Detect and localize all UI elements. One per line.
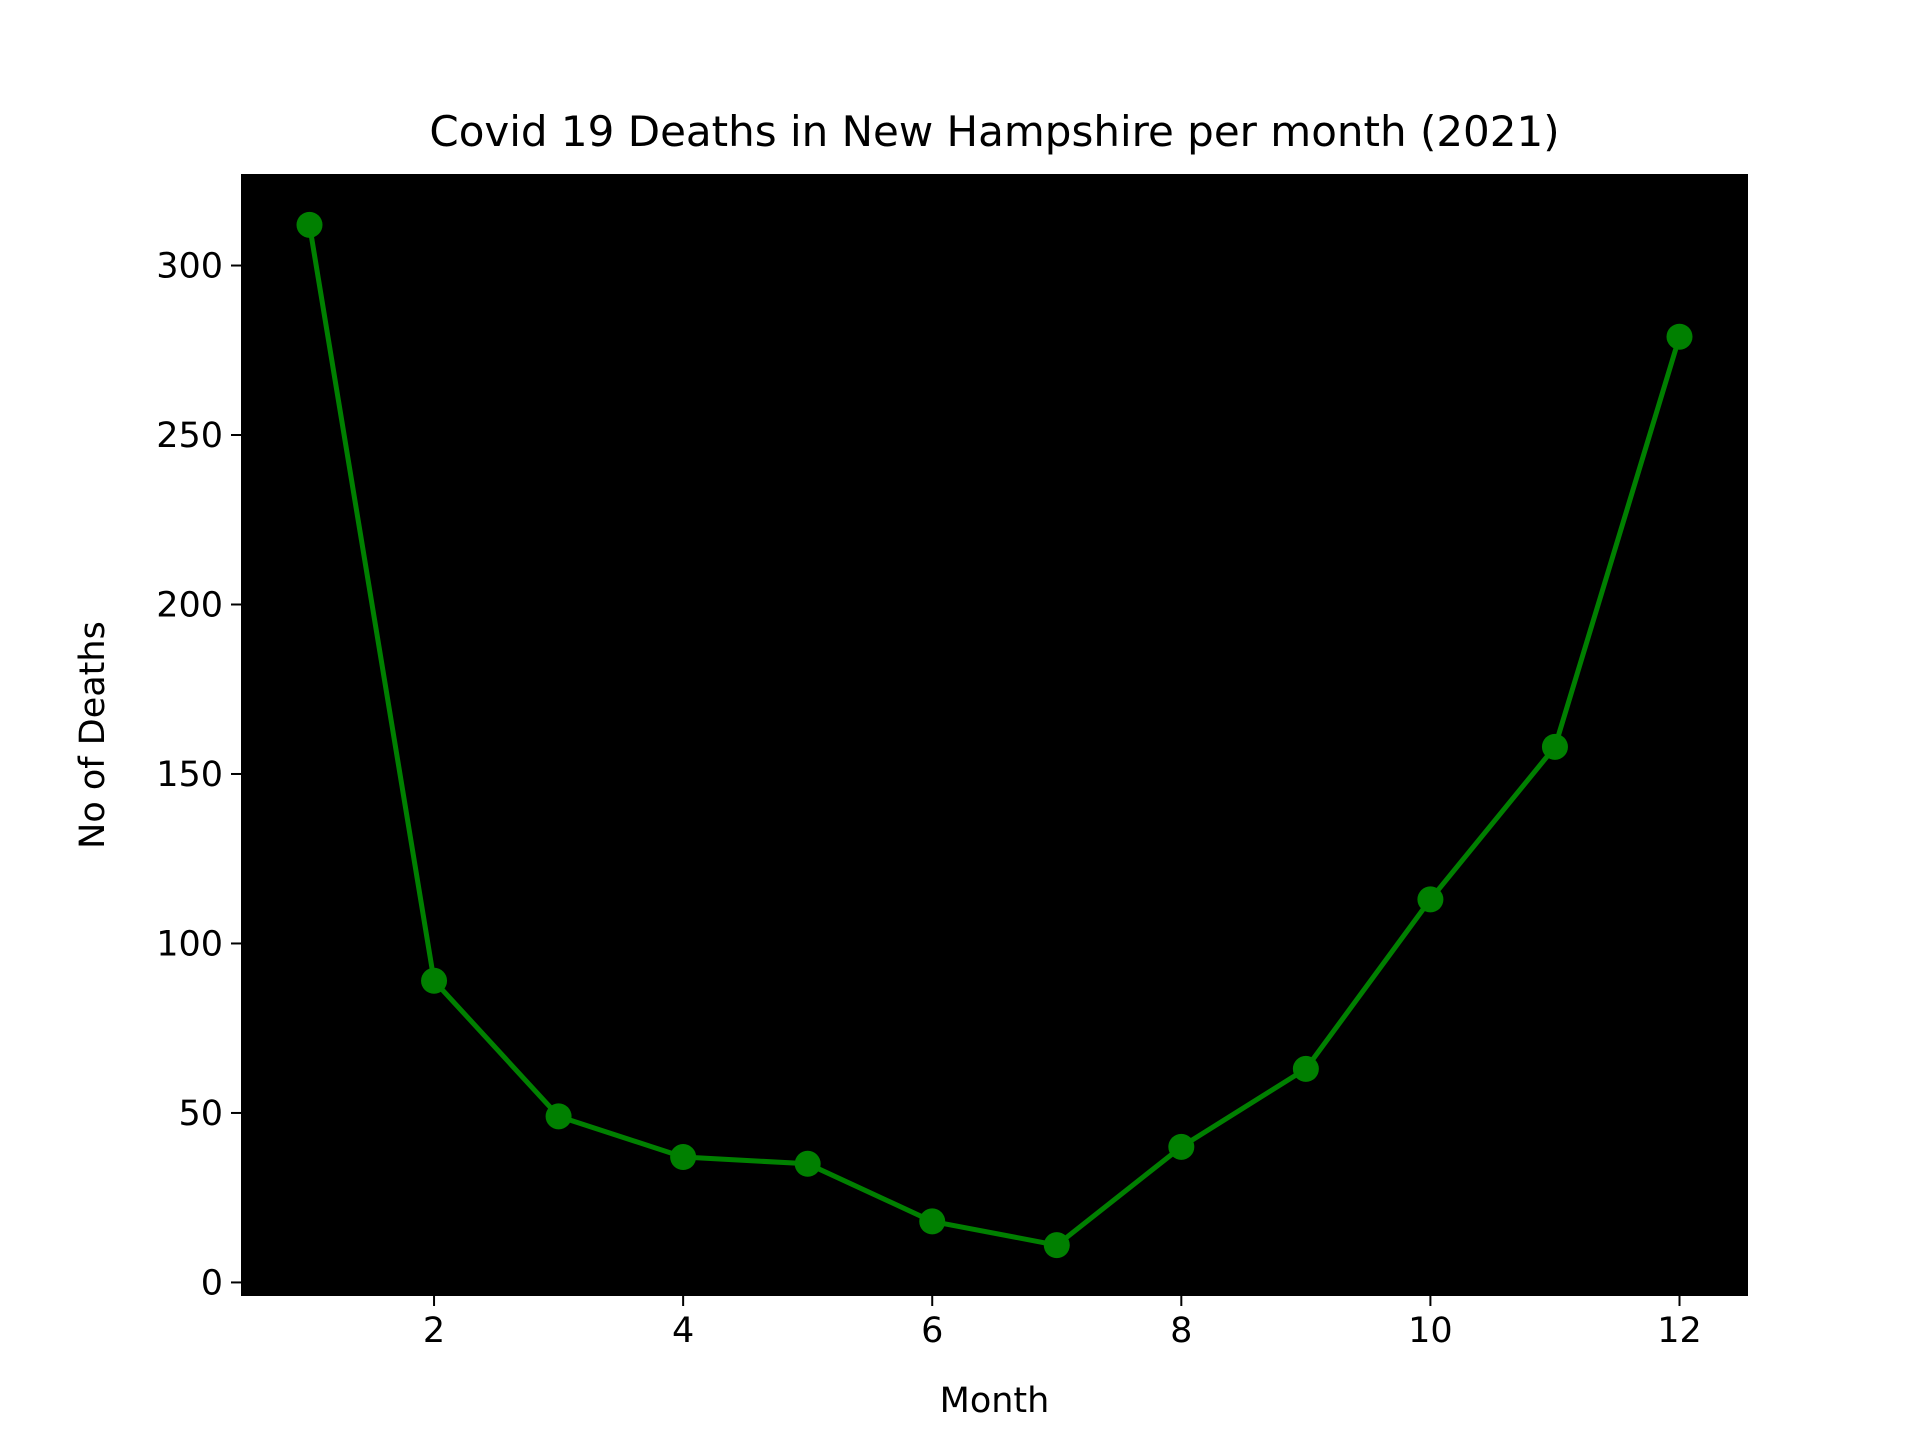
data-point xyxy=(794,1150,821,1177)
data-point xyxy=(1168,1133,1195,1160)
x-tick-label: 6 xyxy=(921,1311,943,1351)
y-tick-label: 200 xyxy=(156,585,223,625)
y-tick-label: 100 xyxy=(156,924,223,964)
y-tick-label: 300 xyxy=(156,247,223,287)
chart-title: Covid 19 Deaths in New Hampshire per mon… xyxy=(429,107,1559,156)
y-tick-label: 50 xyxy=(178,1094,223,1134)
data-point xyxy=(421,967,448,994)
x-axis-title: Month xyxy=(940,1381,1050,1421)
x-tick-label: 12 xyxy=(1657,1311,1702,1351)
data-point xyxy=(919,1208,946,1235)
plot-area xyxy=(241,174,1748,1296)
series-line xyxy=(307,224,1682,1248)
data-point xyxy=(296,211,323,238)
data-point xyxy=(1666,323,1693,350)
y-axis-title: No of Deaths xyxy=(73,621,113,849)
data-point xyxy=(1292,1055,1319,1082)
y-tick-label: 150 xyxy=(156,755,223,795)
x-tick-label: 8 xyxy=(1170,1311,1192,1351)
data-point xyxy=(1541,733,1568,760)
data-point xyxy=(545,1103,572,1130)
data-point xyxy=(1043,1232,1070,1259)
data-point xyxy=(670,1144,697,1171)
y-tick-label: 0 xyxy=(201,1263,223,1303)
x-tick-label: 2 xyxy=(423,1311,445,1351)
y-tick-label: 250 xyxy=(156,416,223,456)
data-point xyxy=(1417,886,1444,913)
x-tick-label: 10 xyxy=(1408,1311,1453,1351)
x-tick-label: 4 xyxy=(672,1311,694,1351)
